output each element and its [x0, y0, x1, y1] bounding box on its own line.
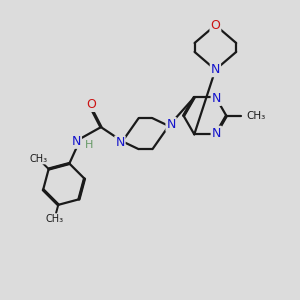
Text: O: O [86, 98, 96, 111]
Text: H: H [85, 140, 93, 150]
Text: N: N [212, 127, 221, 140]
Text: N: N [211, 63, 220, 76]
Text: N: N [212, 92, 221, 105]
Text: CH₃: CH₃ [29, 154, 47, 164]
Text: N: N [115, 136, 125, 149]
Text: N: N [72, 135, 81, 148]
Text: CH₃: CH₃ [246, 111, 266, 121]
Text: N: N [167, 118, 176, 131]
Text: CH₃: CH₃ [45, 214, 64, 224]
Text: O: O [211, 19, 220, 32]
